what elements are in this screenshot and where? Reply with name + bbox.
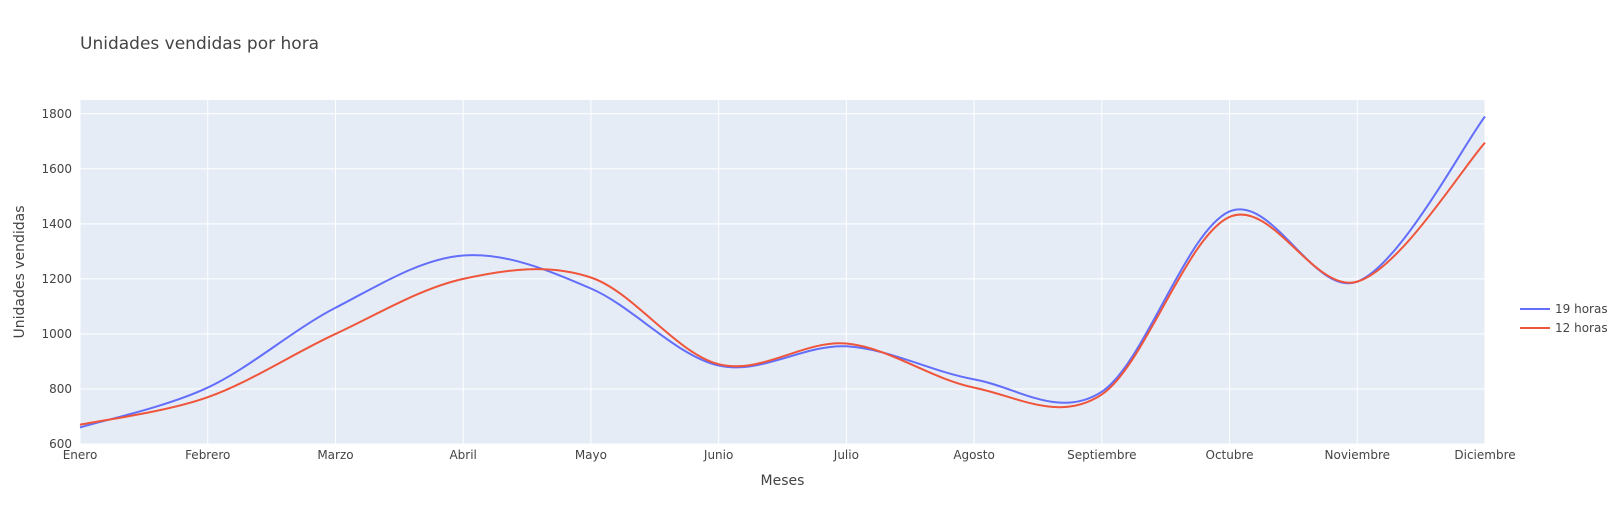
x-tick-label: Enero	[63, 448, 98, 462]
legend-label: 12 horas	[1555, 321, 1608, 335]
y-tick-label: 1400	[41, 217, 72, 231]
series-lines	[79, 115, 1486, 429]
y-tick-label: 600	[49, 437, 72, 451]
legend-item-0[interactable]: 19 horas	[1520, 302, 1608, 316]
x-tick-label: Diciembre	[1454, 448, 1515, 462]
x-tick-label: Julio	[833, 448, 859, 462]
x-gridlines	[79, 100, 1486, 444]
y-axis-ticks: 600 800 1000 1200 1400 1600 1800	[41, 107, 72, 451]
x-tick-label: Mayo	[575, 448, 607, 462]
x-tick-label: Agosto	[953, 448, 994, 462]
series-line-1[interactable]	[79, 141, 1486, 426]
x-tick-label: Marzo	[317, 448, 353, 462]
y-axis-title: Unidades vendidas	[12, 205, 28, 338]
y-tick-label: 1000	[41, 327, 72, 341]
plot-area	[80, 100, 1485, 444]
y-tick-label: 1600	[41, 162, 72, 176]
x-tick-label: Octubre	[1206, 448, 1254, 462]
legend-label: 19 horas	[1555, 302, 1608, 316]
x-tick-label: Abril	[449, 448, 476, 462]
legend-item-1[interactable]: 12 horas	[1520, 321, 1608, 335]
legend[interactable]: 19 horas 12 horas	[1520, 302, 1608, 335]
y-tick-label: 800	[49, 382, 72, 396]
x-axis-title: Meses	[761, 473, 805, 489]
x-tick-label: Febrero	[185, 448, 230, 462]
x-tick-label: Noviembre	[1325, 448, 1391, 462]
x-tick-label: Septiembre	[1067, 448, 1136, 462]
y-tick-label: 1800	[41, 107, 72, 121]
x-axis-ticks: Enero Febrero Marzo Abril Mayo Junio Julio Agos…	[63, 448, 1516, 462]
chart-title: Unidades vendidas por hora	[80, 34, 319, 54]
y-gridlines	[80, 113, 1485, 445]
y-tick-label: 1200	[41, 272, 72, 286]
series-line-0[interactable]	[79, 115, 1486, 429]
x-tick-label: Junio	[703, 448, 733, 462]
